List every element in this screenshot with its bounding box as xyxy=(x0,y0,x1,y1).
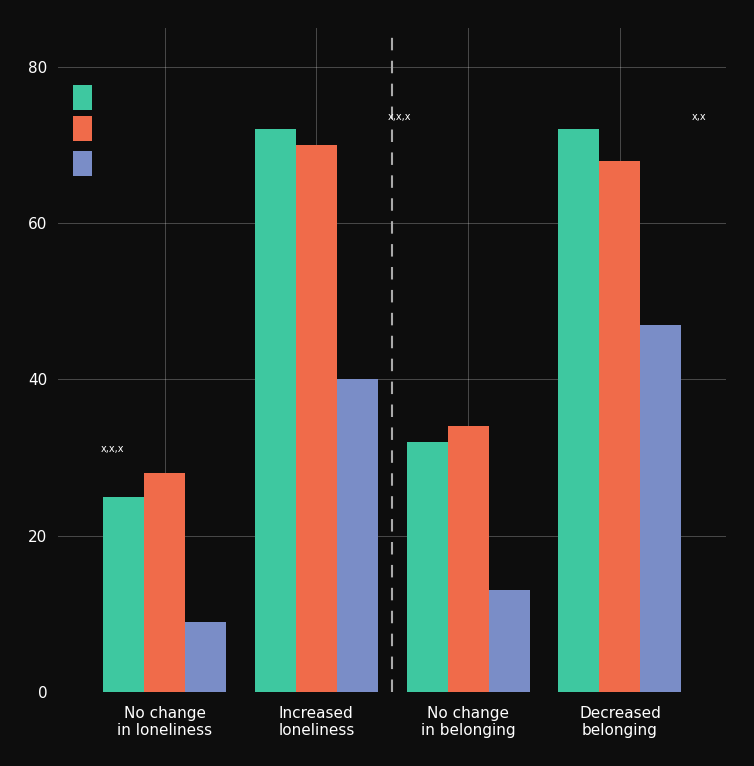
Bar xyxy=(73,116,92,141)
Text: x,x: x,x xyxy=(691,112,706,122)
Bar xyxy=(489,591,529,692)
Bar xyxy=(559,129,599,692)
Text: x,x,x: x,x,x xyxy=(388,112,411,122)
Bar xyxy=(185,622,226,692)
Bar xyxy=(73,85,92,110)
Bar xyxy=(144,473,185,692)
Bar xyxy=(599,161,640,692)
Bar xyxy=(406,442,448,692)
Bar xyxy=(255,129,296,692)
Bar xyxy=(73,151,92,176)
Bar xyxy=(103,496,144,692)
Text: x,x,x: x,x,x xyxy=(101,444,124,453)
Bar xyxy=(296,145,337,692)
Bar xyxy=(640,325,682,692)
Bar xyxy=(448,426,489,692)
Bar xyxy=(337,379,378,692)
